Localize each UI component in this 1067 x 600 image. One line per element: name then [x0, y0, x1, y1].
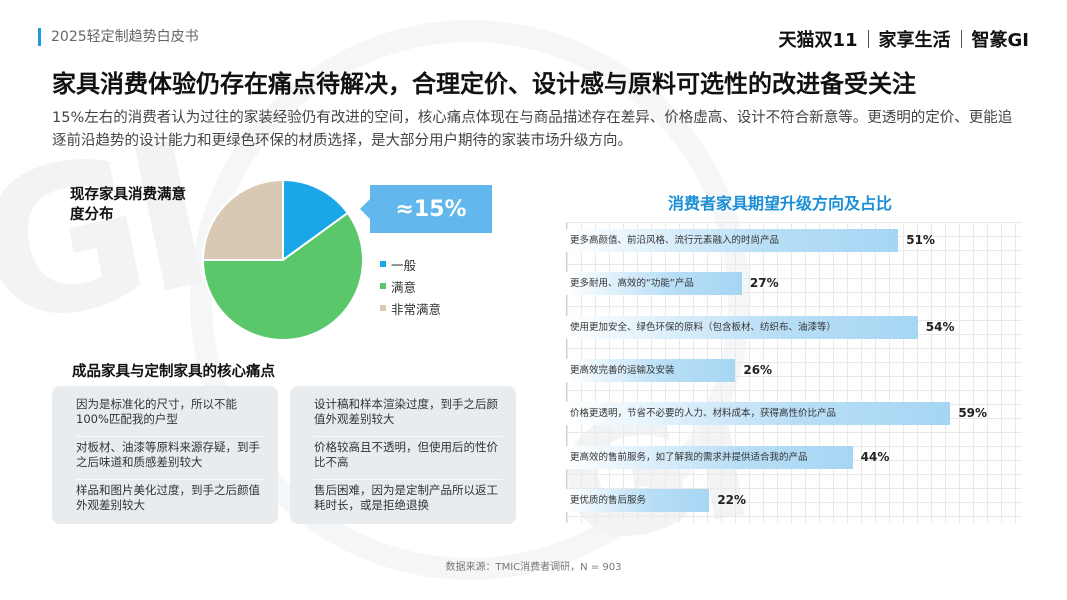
bar-value-label: 51%	[906, 233, 935, 247]
pain-item: 样品和图片美化过度，到手之后颜值外观差别较大	[76, 483, 260, 512]
pie-callout: ≈15%	[360, 185, 492, 233]
brand-gi-logo: 智篆GI	[972, 26, 1029, 52]
brand-divider	[960, 30, 962, 48]
page-title: 家具消费体验仍存在痛点待解决，合理定价、设计感与原料可选性的改进备受关注	[52, 70, 916, 98]
pain-box-left: 因为是标准化的尺寸，所以不能100%匹配我的户型 对板材、油漆等原料来源存疑，到…	[52, 386, 278, 524]
pie-slice-2	[201, 211, 364, 341]
bar-1	[566, 229, 899, 252]
pain-section-title: 成品家具与定制家具的核心痛点	[72, 364, 275, 380]
pain-item: 因为是标准化的尺寸，所以不能100%匹配我的户型	[76, 394, 264, 437]
bar-category-label: 价格更透明，节省不必要的人力、材料成本，获得高性价比产品	[570, 408, 837, 420]
legend-item: 一般	[380, 253, 441, 275]
pie-section-title: 现存家具消费满意度分布	[70, 187, 186, 223]
pie-legend: 一般 满意 非常满意	[380, 253, 441, 319]
legend-label: 非常满意	[391, 301, 442, 317]
legend-item: 非常满意	[380, 297, 441, 319]
brand-divider	[867, 30, 869, 48]
bar-category-label: 更优质的售后服务	[570, 494, 647, 506]
pie-slice-1	[282, 178, 350, 262]
bar-6	[566, 445, 853, 469]
page-description: 15%左右的消费者认为过往的家装经验仍有改进的空间，核心痛点体现在与商品描述存在…	[52, 110, 1013, 149]
bar-category-label: 更高效的售前服务，如了解我的需求并提供适合我的产品	[570, 451, 808, 463]
bar-value-label: 54%	[925, 319, 955, 334]
bar-5	[566, 402, 951, 426]
legend-swatch	[380, 261, 386, 267]
pie-slice-3	[201, 178, 284, 261]
report-title: 2025轻定制趋势白皮书	[38, 28, 199, 46]
upgrade-bar-chart: 更多高颜值、前沿风格、流行元素融入的时尚产品 51% 更多耐用、高效的“功能”产品 2…	[562, 218, 1022, 523]
bar-4	[566, 358, 736, 382]
brand-gi: 智篆GI	[971, 30, 1029, 51]
bar-value-label: 22%	[717, 492, 747, 507]
data-source: 数据来源：TMIC消费者调研，N = 903	[445, 562, 622, 573]
bar-7	[566, 488, 710, 512]
bar-category-label: 更多耐用、高效的“功能”产品	[570, 278, 694, 290]
bar-category-label: 更多高颜值、前沿风格、流行元素融入的时尚产品	[570, 235, 780, 246]
brand-jiaxiang: 家享生活	[878, 30, 951, 51]
brand-logos: 天猫双11 家享生活 智篆GI	[778, 26, 1029, 52]
legend-swatch	[380, 305, 386, 311]
bar-chart-title: 消费者家具期望升级方向及占比	[668, 194, 893, 213]
bar-3	[566, 315, 918, 339]
pain-item: 设计稿和样本渲染过度，到手之后颜值外观差别较大	[314, 394, 502, 437]
legend-swatch	[380, 283, 386, 289]
pain-item: 价格较高且不透明，但使用后的性价比不高	[314, 437, 502, 480]
pain-box-right: 设计稿和样本渲染过度，到手之后颜值外观差别较大 价格较高且不透明，但使用后的性价…	[290, 386, 516, 524]
bar-category-label: 更高效完善的运输及安装	[570, 364, 675, 376]
bar-value-label: 59%	[958, 406, 988, 421]
bar-2	[566, 272, 742, 296]
pain-item: 对板材、油漆等原料来源存疑，到手之后味道和质感差别较大	[76, 437, 264, 480]
bar-value-label: 27%	[749, 276, 779, 291]
bar-category-label: 使用更加安全、绿色环保的原料（包含板材、纺织布、油漆等）	[570, 321, 837, 333]
legend-label: 一般	[391, 257, 417, 273]
pain-item: 售后困难，因为是定制产品所以返工耗时长，或是拒绝退换	[314, 483, 498, 512]
bar-value-label: 26%	[743, 362, 773, 377]
legend-label: 满意	[391, 279, 417, 295]
satisfaction-pie-chart	[201, 178, 364, 341]
brand-tmall: 天猫双11	[778, 30, 858, 51]
bar-value-label: 44%	[860, 449, 890, 464]
legend-item: 满意	[380, 275, 441, 297]
